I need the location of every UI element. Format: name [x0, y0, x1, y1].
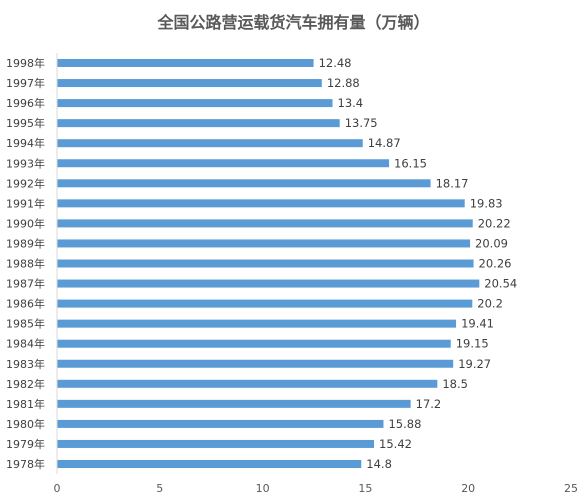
category-label: 1991年	[6, 196, 45, 210]
value-label: 19.15	[456, 337, 489, 351]
bar	[57, 159, 390, 168]
bar	[57, 199, 465, 208]
bar	[57, 379, 438, 388]
category-label: 1994年	[6, 136, 45, 150]
bar	[57, 119, 340, 128]
bar	[57, 99, 333, 108]
bar	[57, 299, 473, 308]
category-label: 1993年	[6, 156, 45, 170]
value-label: 12.48	[319, 56, 352, 70]
x-tick-label: 15	[358, 482, 372, 495]
bar	[57, 259, 474, 268]
value-label: 20.54	[484, 277, 517, 291]
category-label: 1983年	[6, 357, 45, 371]
value-label: 18.5	[442, 377, 468, 391]
category-label: 1988年	[6, 257, 45, 271]
category-label: 1984年	[6, 337, 45, 351]
x-tick-label: 0	[54, 482, 61, 495]
value-label: 15.42	[379, 437, 412, 451]
value-label: 14.87	[368, 136, 401, 150]
category-label: 1978年	[6, 457, 45, 471]
value-label: 16.15	[394, 156, 427, 170]
bar	[57, 239, 471, 248]
x-tick-label: 10	[256, 482, 270, 495]
value-label: 14.8	[366, 457, 392, 471]
bar	[57, 79, 322, 88]
category-label: 1997年	[6, 76, 45, 90]
value-label: 15.88	[388, 417, 421, 431]
bar	[57, 319, 457, 328]
value-label: 13.75	[345, 116, 378, 130]
value-label: 19.41	[461, 317, 494, 331]
category-label: 1979年	[6, 437, 45, 451]
value-label: 20.26	[479, 257, 512, 271]
bar	[57, 419, 384, 428]
bar	[57, 460, 362, 468]
chart-title: 全国公路营运载货汽车拥有量（万辆）	[157, 13, 430, 32]
value-label: 20.2	[477, 297, 503, 311]
value-label: 18.17	[436, 176, 469, 190]
category-label: 1996年	[6, 96, 45, 110]
category-label: 1998年	[6, 56, 45, 70]
category-label: 1987年	[6, 277, 45, 291]
x-tick-label: 25	[564, 482, 578, 495]
bar	[57, 359, 454, 368]
bar	[57, 219, 473, 228]
category-label: 1995年	[6, 116, 45, 130]
category-label: 1980年	[6, 417, 45, 431]
value-label: 19.27	[458, 357, 491, 371]
bar	[57, 279, 480, 288]
category-label: 1985年	[6, 317, 45, 331]
category-label: 1992年	[6, 176, 45, 190]
category-label: 1989年	[6, 236, 45, 250]
bar	[57, 179, 431, 188]
category-label: 1986年	[6, 297, 45, 311]
category-label: 1990年	[6, 216, 45, 230]
value-label: 20.09	[475, 236, 508, 250]
value-label: 19.83	[470, 196, 503, 210]
bar	[57, 339, 451, 348]
category-label: 1982年	[6, 377, 45, 391]
value-label: 17.2	[416, 397, 442, 411]
value-label: 13.4	[338, 96, 364, 110]
category-label: 1981年	[6, 397, 45, 411]
x-tick-label: 20	[461, 482, 475, 495]
value-label: 20.22	[478, 216, 511, 230]
bar	[57, 139, 363, 148]
bar	[57, 59, 314, 67]
bar	[57, 439, 375, 448]
x-tick-label: 5	[156, 482, 163, 495]
value-label: 12.88	[327, 76, 360, 90]
bar	[57, 399, 411, 408]
